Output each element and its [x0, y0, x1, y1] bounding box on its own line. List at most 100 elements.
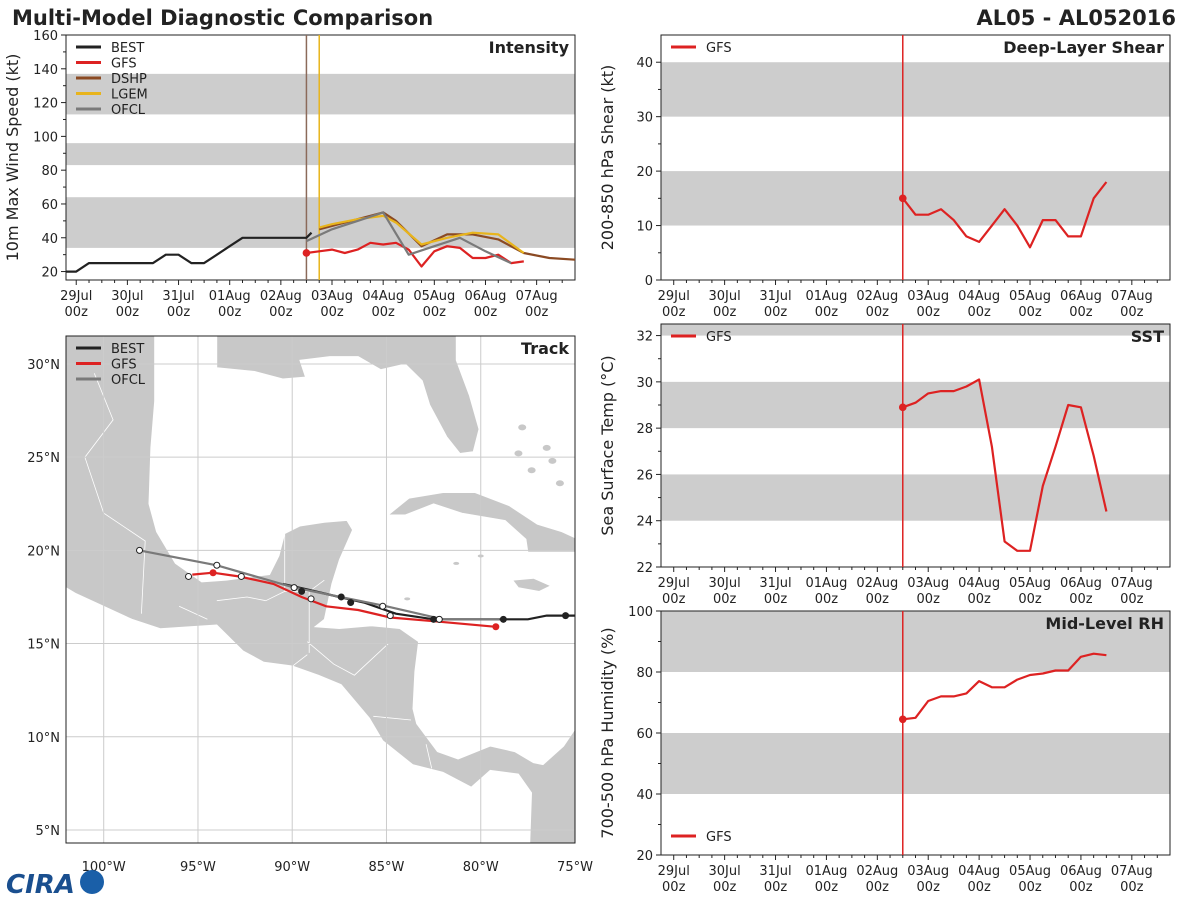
intensity-xtick-label: 02Aug [260, 289, 302, 304]
intensity-xtick-label: 00z [116, 305, 140, 320]
sst-xtick-label: 07Aug [1111, 576, 1153, 591]
shear-xtick-label: 00z [1069, 305, 1093, 320]
intensity-xtick-label: 29Jul [60, 289, 92, 304]
political-border [216, 596, 266, 602]
intensity-xtick-label: 00z [371, 305, 395, 320]
intensity-xtick-label: 06Aug [465, 289, 507, 304]
sst-ytick-label: 28 [636, 422, 653, 437]
rh-ytick-label: 100 [628, 605, 653, 620]
intensity-band-1 [66, 143, 575, 166]
rh-xtick-label: 02Aug [856, 864, 898, 879]
track-xtick-label: 90°W [274, 860, 310, 875]
track-marker-gfs [209, 569, 217, 577]
shear-ytick-label: 30 [636, 111, 653, 126]
rh-xtick-label: 06Aug [1060, 864, 1102, 879]
sst-xtick-label: 03Aug [907, 576, 949, 591]
intensity-xtick-label: 31Jul [162, 289, 194, 304]
land-bahamas-island [514, 450, 523, 457]
shear-xtick-label: 06Aug [1060, 289, 1102, 304]
intensity-ytick-label: 40 [41, 232, 58, 247]
shear-band-1 [661, 62, 1170, 117]
political-border [307, 641, 389, 676]
track-legend-label: GFS [111, 358, 137, 373]
shear-xtick-label: 02Aug [856, 289, 898, 304]
track-series-gfs [192, 571, 496, 628]
shear-ytick-label: 0 [645, 274, 653, 289]
track-open-marker-ofcl [237, 572, 245, 580]
sst-gfs-init-point [898, 403, 907, 412]
track-open-marker-ofcl [307, 595, 315, 603]
intensity-legend-label: LGEM [111, 88, 148, 103]
shear-title: Deep-Layer Shear [1003, 38, 1164, 57]
track-open-marker-ofcl [290, 584, 298, 592]
land-jamaica [512, 577, 552, 592]
shear-ytick-label: 40 [636, 56, 653, 71]
figure-title: Multi-Model Diagnostic Comparison [12, 6, 433, 30]
rh-xtick-label: 07Aug [1111, 864, 1153, 879]
intensity-xtick-label: 00z [320, 305, 344, 320]
intensity-ylabel: 10m Max Wind Speed (kt) [3, 54, 22, 262]
track-ytick-label: 25°N [27, 451, 60, 466]
sst-xtick-label: 05Aug [1009, 576, 1051, 591]
logo-globe-icon [80, 870, 104, 894]
panel-shear: 01020304029Jul00z30Jul00z31Jul00z01Aug00… [598, 34, 1171, 320]
shear-xtick-label: 00z [1018, 305, 1042, 320]
shear-xtick-label: 00z [713, 305, 737, 320]
panel-intensity: 2040608010012014016029Jul00z30Jul00z31Ju… [3, 29, 576, 320]
intensity-xtick-label: 04Aug [362, 289, 404, 304]
rh-xtick-label: 00z [1120, 880, 1144, 895]
rh-xtick-label: 00z [815, 880, 839, 895]
intensity-band-0 [66, 197, 575, 248]
track-open-marker-ofcl [435, 615, 443, 623]
shear-ytick-label: 20 [636, 165, 653, 180]
track-title: Track [521, 339, 569, 358]
shear-xtick-label: 31Jul [759, 289, 791, 304]
shear-xtick-label: 30Jul [709, 289, 741, 304]
shear-xtick-label: 01Aug [805, 289, 847, 304]
intensity-title: Intensity [489, 38, 570, 57]
land-cuba [387, 492, 575, 553]
track-marker-best [562, 612, 570, 620]
land-us-gulf-florida [216, 336, 480, 454]
intensity-xtick-label: 07Aug [516, 289, 558, 304]
shear-xtick-label: 00z [764, 305, 788, 320]
rh-band-1 [661, 611, 1170, 672]
intensity-xtick-label: 05Aug [413, 289, 455, 304]
shear-xtick-label: 04Aug [958, 289, 1000, 304]
track-ytick-label: 5°N [36, 824, 61, 839]
sst-xtick-label: 00z [1120, 592, 1144, 607]
sst-ytick-label: 30 [636, 376, 653, 391]
intensity-band-2 [66, 73, 575, 115]
intensity-frame [65, 34, 576, 281]
intensity-xtick-label: 00z [167, 305, 191, 320]
sst-xtick-label: 00z [815, 592, 839, 607]
rh-xtick-label: 00z [866, 880, 890, 895]
land-bahamas-island [518, 424, 527, 431]
rh-band-0 [661, 733, 1170, 794]
sst-ytick-label: 32 [636, 330, 653, 345]
track-xtick-label: 75°W [557, 860, 593, 875]
track-frame [65, 335, 576, 844]
track-open-marker-ofcl [379, 602, 387, 610]
shear-ylabel: 200-850 hPa Shear (kt) [598, 65, 617, 251]
intensity-legend-label: BEST [111, 41, 144, 56]
intensity-xtick-label: 00z [65, 305, 89, 320]
cira-logo: CIRA [6, 870, 104, 900]
shear-xtick-label: 00z [866, 305, 890, 320]
sst-xtick-label: 00z [713, 592, 737, 607]
rh-xtick-label: 00z [764, 880, 788, 895]
rh-xtick-label: 04Aug [958, 864, 1000, 879]
panel-rh: 2040608010029Jul00z30Jul00z31Jul00z01Aug… [598, 605, 1171, 895]
political-border [290, 654, 308, 669]
track-xtick-label: 85°W [369, 860, 405, 875]
intensity-legend-label: OFCL [111, 103, 146, 118]
intensity-series-gfs [306, 241, 524, 268]
logo-text: CIRA [6, 870, 75, 900]
sst-ytick-label: 26 [636, 468, 653, 483]
intensity-legend-label: DSHP [111, 72, 147, 87]
rh-ytick-label: 80 [636, 666, 653, 681]
sst-xtick-label: 30Jul [709, 576, 741, 591]
sst-xtick-label: 00z [662, 592, 686, 607]
sst-band-0 [661, 474, 1170, 521]
intensity-series-ofcl [305, 211, 512, 265]
